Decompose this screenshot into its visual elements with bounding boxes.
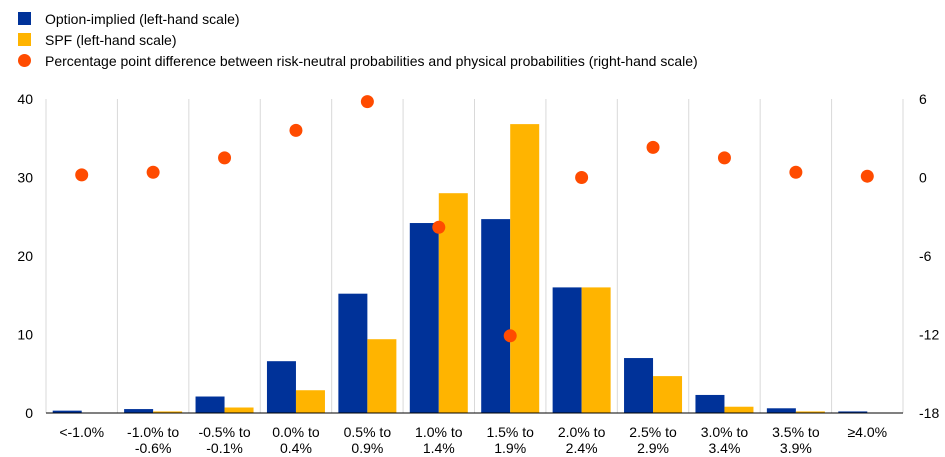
bar-spf [795,411,825,413]
x-tick-label: -1.0% to [127,424,179,440]
y-left-tick-label: 40 [17,91,33,107]
scatter-point [360,95,374,109]
x-tick-label: 0.5% to [344,424,392,440]
legend-swatch [18,33,31,46]
y-right-tick-label: -6 [919,248,932,264]
x-tick-label: -0.5% to [198,424,250,440]
legend-item: Percentage point difference between risk… [18,50,698,71]
legend-label: Option-implied (left-hand scale) [45,10,240,27]
bar-spf [510,124,540,414]
x-tick-label: 3.5% to [772,424,820,440]
bar-spf [224,407,254,413]
bar-spf [153,411,183,413]
x-tick-label: 0.4% [280,440,312,456]
y-left-tick-label: 10 [17,327,33,343]
scatter-point [75,168,89,182]
x-tick-label: 3.9% [780,440,812,456]
legend-swatch [18,54,31,67]
legend-swatch [18,12,31,25]
x-tick-label: -0.1% [206,440,243,456]
legend-item: Option-implied (left-hand scale) [18,8,698,29]
y-right-tick-label: -18 [919,405,939,421]
bar-spf [367,339,397,413]
scatter-point [289,123,303,137]
y-left-tick-label: 0 [25,405,33,421]
bar-option-implied [52,410,82,413]
y-left-tick-label: 30 [17,170,33,186]
bar-option-implied [195,396,225,413]
x-tick-label: 0.0% to [272,424,320,440]
bar-option-implied [409,223,439,413]
bar-spf [295,390,325,413]
x-tick-label: 3.0% to [701,424,749,440]
bar-spf [653,376,683,413]
scatter-point [646,140,660,154]
x-tick-label: <-1.0% [59,424,104,440]
bar-spf [724,406,754,413]
scatter-point [860,169,874,183]
x-tick-label: 1.9% [494,440,526,456]
x-tick-label: 3.4% [708,440,740,456]
scatter-point [575,171,589,184]
scatter-point [432,220,446,234]
x-tick-label: 1.0% to [415,424,463,440]
scatter-point [503,329,517,343]
y-right-tick-label: -12 [919,327,939,343]
chart-legend: Option-implied (left-hand scale) SPF (lef… [18,8,698,71]
y-right-tick-label: 0 [919,170,927,186]
x-tick-label: 2.9% [637,440,669,456]
scatter-point [789,165,803,179]
bar-spf [581,287,611,413]
x-tick-label: -0.6% [135,440,172,456]
bar-option-implied [338,293,368,413]
scatter-point [146,165,160,179]
x-tick-label: 2.5% to [629,424,677,440]
bar-option-implied [552,287,582,413]
scatter-point [717,151,731,165]
bar-option-implied [766,408,796,413]
scatter-point [218,151,232,165]
bar-option-implied [695,394,725,413]
bar-option-implied [624,358,654,413]
x-tick-label: 1.4% [423,440,455,456]
x-tick-label: 2.0% to [558,424,606,440]
bar-option-implied [266,361,296,413]
x-tick-label: 0.9% [351,440,383,456]
x-tick-label: 1.5% to [486,424,534,440]
bar-option-implied [838,411,868,413]
legend-label: SPF (left-hand scale) [45,31,177,48]
x-tick-label: 2.4% [566,440,598,456]
bar-option-implied [481,219,511,413]
legend-label: Percentage point difference between risk… [45,52,698,69]
legend-item: SPF (left-hand scale) [18,29,698,50]
y-right-tick-label: 6 [919,91,927,107]
bar-option-implied [124,409,154,413]
y-left-tick-label: 20 [17,248,33,264]
x-tick-label: ≥4.0% [847,424,887,440]
